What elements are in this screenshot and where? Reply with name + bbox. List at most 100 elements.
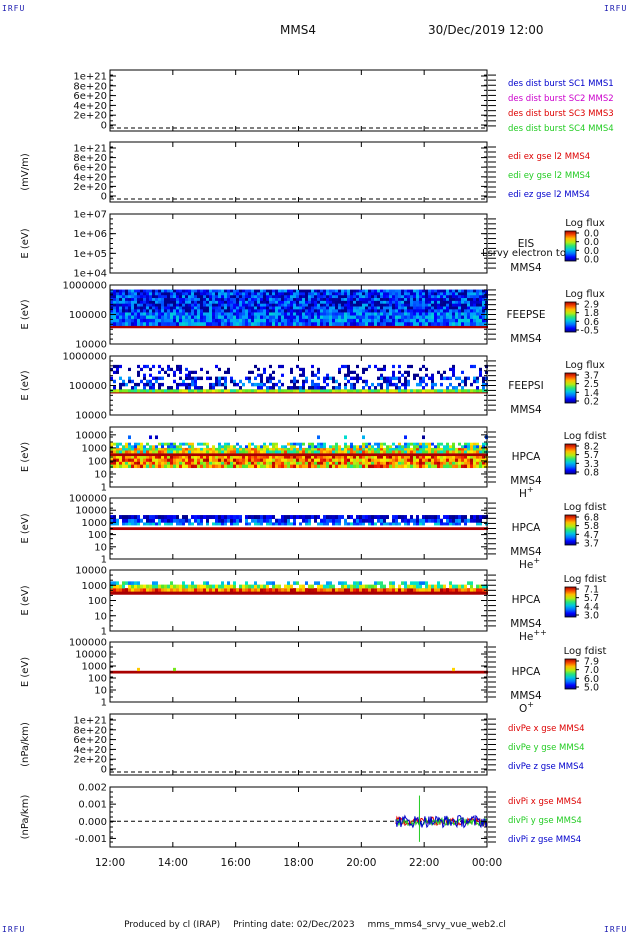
heatmap-cell	[272, 298, 275, 302]
heatmap-cell	[242, 392, 245, 394]
heatmap-cell	[161, 322, 164, 326]
heatmap-cell	[320, 518, 323, 523]
heatmap-cell	[305, 300, 308, 304]
heatmap-cell	[470, 318, 473, 323]
heatmap-cell	[422, 522, 425, 526]
heatmap-cell	[464, 315, 467, 320]
heatmap-cell	[392, 312, 395, 316]
heatmap-cell	[383, 518, 386, 523]
heatmap-cell	[236, 392, 239, 394]
heatmap-cell	[326, 447, 329, 451]
heatmap-cell	[476, 515, 479, 520]
heatmap-cell	[164, 370, 167, 374]
heatmap-cell	[296, 527, 299, 531]
heatmap-cell	[275, 315, 278, 320]
heatmap-cell	[164, 315, 167, 320]
heatmap-cell	[320, 445, 323, 449]
heatmap-cell	[260, 453, 263, 457]
heatmap-cell	[221, 445, 224, 449]
heatmap-cell	[188, 588, 191, 592]
heatmap-cell	[143, 322, 146, 326]
heatmap-cell	[170, 581, 173, 585]
heatmap-cell	[143, 303, 146, 307]
heatmap-cell	[317, 461, 320, 465]
heatmap-cell	[266, 309, 269, 313]
heatmap-cell	[422, 458, 425, 462]
heatmap-cell	[473, 442, 476, 446]
heatmap-cell	[200, 315, 203, 320]
heatmap-cell	[272, 386, 275, 390]
heatmap-cell	[479, 464, 482, 469]
heatmap-cell	[197, 392, 200, 394]
heatmap-cell	[119, 306, 122, 310]
heatmap-cell	[368, 318, 371, 323]
heatmap-cell	[122, 312, 125, 316]
spacecraft-label: MMS4	[510, 262, 542, 274]
heatmap-cell	[308, 325, 311, 329]
heatmap-cell	[422, 453, 425, 457]
heatmap-cell	[155, 515, 158, 520]
heatmap-cell	[296, 289, 299, 293]
heatmap-cell	[269, 515, 272, 520]
heatmap-cell	[404, 591, 407, 595]
heatmap-cell	[251, 295, 254, 299]
heatmap-cell	[308, 442, 311, 446]
heatmap-cell	[353, 386, 356, 390]
heatmap-cell	[110, 303, 113, 307]
heatmap-cell	[128, 292, 131, 296]
heatmap-cell	[248, 464, 251, 469]
heatmap-cell	[113, 306, 116, 310]
heatmap-cell	[386, 461, 389, 465]
heatmap-cell	[440, 461, 443, 465]
heatmap-cell	[416, 447, 419, 451]
heatmap-cell	[371, 295, 374, 299]
heatmap-cell	[320, 584, 323, 589]
heatmap-cell	[341, 364, 344, 369]
heatmap-cell	[395, 325, 398, 329]
heatmap-cell	[314, 325, 317, 329]
heatmap-cell	[350, 445, 353, 449]
heatmap-cell	[467, 312, 470, 316]
heatmap-cell	[392, 442, 395, 446]
heatmap-cell	[335, 292, 338, 296]
heatmap-cell	[407, 382, 410, 387]
heatmap-cell	[266, 447, 269, 451]
heatmap-cell	[479, 292, 482, 296]
heatmap-cell	[302, 392, 305, 394]
heatmap-cell	[215, 453, 218, 457]
heatmap-cell	[224, 295, 227, 299]
heatmap-cell	[122, 461, 125, 465]
heatmap-cell	[350, 370, 353, 374]
heatmap-cell	[212, 318, 215, 323]
heatmap-cell	[341, 461, 344, 465]
heatmap-cell	[353, 447, 356, 451]
heatmap-cell	[437, 325, 440, 329]
heatmap-cell	[179, 453, 182, 457]
heatmap-cell	[368, 670, 371, 674]
heatmap-cell	[152, 392, 155, 394]
heatmap-cell	[476, 292, 479, 296]
heatmap-cell	[245, 447, 248, 451]
heatmap-cell	[227, 584, 230, 589]
heatmap-cell	[161, 295, 164, 299]
heatmap-cell	[281, 461, 284, 465]
heatmap-cell	[329, 527, 332, 531]
heatmap-cell	[422, 447, 425, 451]
heatmap-cell	[365, 461, 368, 465]
heatmap-cell	[314, 386, 317, 390]
heatmap-cell	[413, 322, 416, 326]
heatmap-cell	[146, 584, 149, 589]
heatmap-cell	[452, 309, 455, 313]
heatmap-cell	[194, 461, 197, 465]
heatmap-cell	[458, 306, 461, 310]
heatmap-cell	[188, 455, 191, 459]
heatmap-cell	[368, 584, 371, 589]
heatmap-cell	[347, 367, 350, 372]
heatmap-cell	[314, 670, 317, 674]
heatmap-cell	[455, 447, 458, 451]
heatmap-cell	[116, 464, 119, 469]
heatmap-cell	[113, 581, 116, 585]
heatmap-cell	[239, 300, 242, 304]
heatmap-cell	[389, 461, 392, 465]
heatmap-cell	[332, 318, 335, 323]
